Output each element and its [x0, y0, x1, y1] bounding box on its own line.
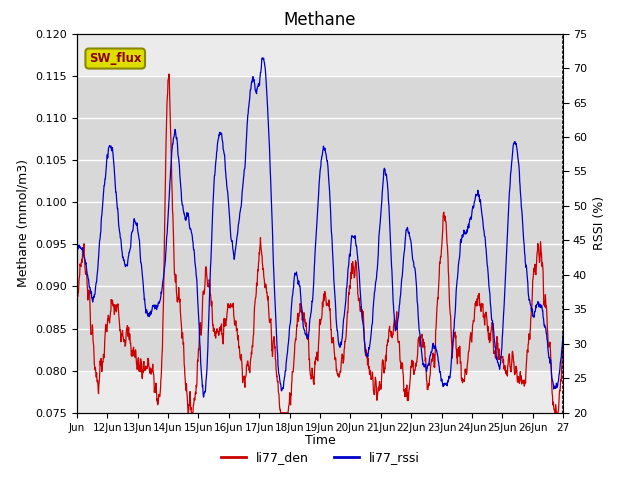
Y-axis label: RSSI (%): RSSI (%)	[593, 196, 605, 250]
Text: SW_flux: SW_flux	[89, 52, 141, 65]
Legend: li77_den, li77_rssi: li77_den, li77_rssi	[216, 446, 424, 469]
Title: Methane: Methane	[284, 11, 356, 29]
Bar	[77, 76, 563, 371]
X-axis label: Time: Time	[305, 434, 335, 447]
Y-axis label: Methane (mmol/m3): Methane (mmol/m3)	[17, 159, 30, 287]
